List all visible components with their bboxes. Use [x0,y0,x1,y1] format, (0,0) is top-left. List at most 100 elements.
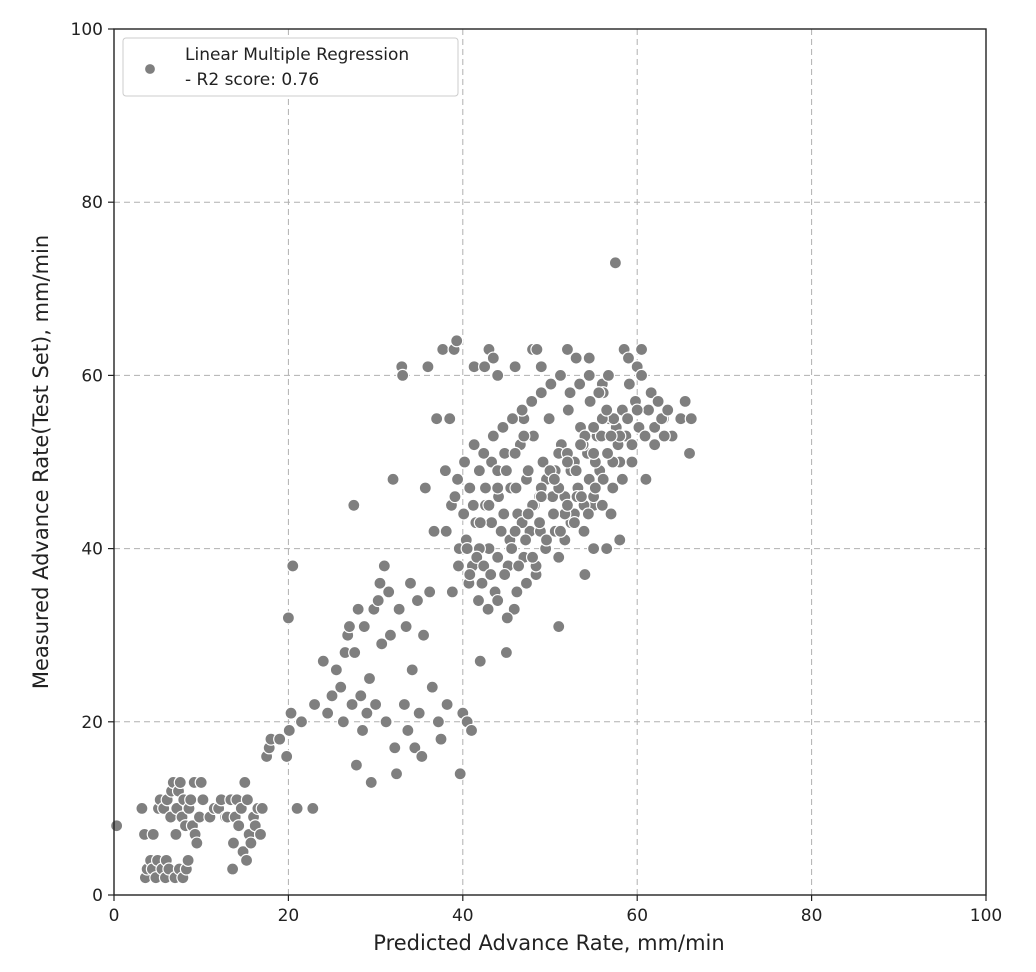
data-point-0-322 [525,550,540,564]
data-point-0-90 [348,645,362,660]
data-point-0-177 [678,394,692,408]
data-point-0-78 [307,697,322,712]
data-point-0-263 [519,576,534,590]
data-point-0-124 [418,481,432,495]
data-point-0-101 [371,593,385,608]
x-tick-label-1: 20 [278,906,300,926]
x-tick-label-2: 40 [452,906,474,926]
data-point-0-335 [491,481,505,495]
data-point-0-32 [181,853,195,867]
data-point-0-159 [569,351,583,365]
data-point-0-157 [552,619,566,634]
data-point-0-118 [405,663,419,677]
data-point-0-231 [606,481,620,495]
data-point-0-0 [110,819,124,833]
data-point-0-200 [507,602,521,616]
data-point-0-314 [470,550,484,564]
data-point-0-120 [410,593,425,608]
data-point-0-258 [496,420,510,434]
data-point-0-88 [345,697,359,712]
data-point-0-75 [290,801,304,816]
data-point-0-291 [484,516,499,530]
data-point-0-249 [450,472,465,486]
data-point-0-151 [508,360,522,374]
data-point-0-190 [475,576,489,590]
data-point-0-139 [451,559,466,573]
data-point-0-58 [240,793,255,807]
y-axis-ticks: 0 20 40 60 80 100 [71,20,114,906]
data-point-0-288 [466,498,480,512]
data-point-0-189 [472,464,486,478]
data-point-0-179 [684,412,698,426]
data-point-0-346 [586,446,601,460]
data-point-0-352 [547,472,561,486]
data-point-0-132 [436,342,450,357]
data-point-0-270 [553,368,568,382]
data-point-0-286 [630,403,644,417]
data-point-0-326 [553,524,568,538]
data-point-0-297 [521,464,535,478]
data-point-0-356 [600,403,614,417]
data-point-0-97 [362,671,377,686]
data-point-0-244 [648,420,662,434]
data-point-0-327 [560,498,575,512]
x-axis-label: Predicted Advance Rate, mm/min [373,931,724,955]
data-point-0-240 [634,368,649,382]
data-point-0-84 [336,715,350,729]
data-point-0-321 [518,533,533,547]
data-point-0-214 [552,550,566,564]
data-point-0-243 [644,386,658,400]
data-point-0-279 [596,472,610,486]
y-tick-label-3: 60 [81,366,103,386]
data-point-0-278 [592,386,606,400]
data-point-0-140 [453,767,467,781]
data-point-0-264 [525,394,539,408]
data-point-0-136 [445,585,459,599]
data-point-0-164 [600,541,614,556]
x-tick-label-3: 60 [626,906,648,926]
data-point-0-56 [238,775,252,790]
data-point-0-161 [582,351,596,365]
data-point-0-134 [440,697,454,712]
data-point-0-284 [621,412,635,426]
data-point-0-73 [284,706,298,720]
data-point-0-353 [560,455,575,469]
data-point-0-182 [448,490,462,504]
data-point-0-268 [544,377,558,391]
data-point-0-323 [532,516,547,530]
data-point-0-257 [491,593,505,608]
data-point-0-74 [286,559,300,573]
data-point-0-186 [463,481,477,495]
data-point-0-313 [463,567,477,582]
data-point-0-349 [508,524,522,538]
data-point-0-280 [601,368,616,382]
data-point-0-130 [431,715,445,729]
data-point-0-261 [510,585,524,599]
data-point-0-40 [194,775,208,790]
legend-label-line2: - R2 score: 0.76 [185,70,319,90]
data-point-0-98 [364,775,378,790]
data-point-0-336 [499,464,513,478]
data-point-0-337 [508,446,522,460]
y-axis-label: Measured Advance Rate(Test Set), mm/min [29,235,53,689]
data-point-0-80 [321,706,335,720]
data-point-0-290 [478,481,493,495]
data-point-0-115 [399,619,413,634]
data-point-0-50 [226,836,241,850]
data-point-0-41 [196,793,210,807]
data-point-0-70 [280,749,294,764]
data-point-0-178 [682,446,697,460]
data-point-0-295 [509,481,523,495]
data-point-0-102 [373,576,387,590]
data-point-0-96 [360,706,374,720]
data-point-0-166 [608,256,623,270]
data-point-0-329 [574,490,588,504]
data-point-0-49 [225,862,240,876]
data-point-0-69 [273,732,287,746]
y-tick-label-5: 100 [71,20,103,40]
data-point-0-135 [443,412,457,426]
data-point-0-351 [534,490,548,504]
legend: Linear Multiple Regression - R2 score: 0… [122,37,459,97]
data-point-0-110 [389,767,404,781]
data-point-0-131 [434,732,448,746]
